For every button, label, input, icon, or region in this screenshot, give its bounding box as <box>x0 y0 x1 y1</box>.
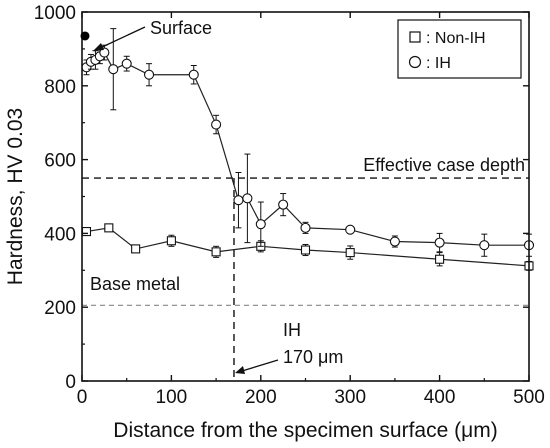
data-point-ih <box>144 69 155 80</box>
surface-arrow <box>99 26 146 49</box>
reference-lines <box>82 177 529 381</box>
data-point-non-ih <box>81 227 92 237</box>
data-point-non-ih <box>211 247 221 257</box>
data-point-ih <box>389 236 400 247</box>
data-point-ih <box>345 224 356 235</box>
x-tick-label: 500 <box>513 387 545 408</box>
data-point-non-ih <box>131 244 141 254</box>
data-point-ih <box>278 199 289 210</box>
x-tick-label: 100 <box>156 387 188 408</box>
data-point-ih <box>121 58 132 69</box>
y-tick-label: 0 <box>65 372 76 393</box>
data-point-ih <box>108 64 119 75</box>
surface-arrowhead <box>93 43 104 51</box>
legend-label-non-ih: : Non-IH <box>426 30 486 47</box>
legend-label-ih: : IH <box>426 55 451 72</box>
data-point-ih <box>255 219 266 230</box>
data-point-non-ih <box>300 245 311 255</box>
surface-label: Surface <box>150 18 212 38</box>
data-point-non-ih <box>166 236 176 246</box>
effective-case-depth-label: Effective case depth <box>363 155 525 175</box>
data-point-ih <box>479 240 490 251</box>
y-tick-label: 200 <box>44 298 76 319</box>
depth-arrow <box>241 359 279 372</box>
y-tick-label: 400 <box>44 224 76 245</box>
y-tick-label: 1000 <box>34 3 76 24</box>
series-line-ih <box>86 51 529 246</box>
annotation-layer: Surface Effective case depth Base metal … <box>80 18 525 374</box>
data-point-ih <box>211 119 222 130</box>
depth-170-label: 170 μm <box>283 347 343 367</box>
series-line-non-ih <box>86 227 530 267</box>
x-tick-label: 0 <box>77 387 88 408</box>
data-point-ih <box>242 193 253 204</box>
y-tick-label: 800 <box>44 77 76 98</box>
series-layer <box>81 28 535 271</box>
data-point-ih <box>300 222 311 233</box>
legend-marker-square <box>409 31 421 43</box>
data-point-non-ih <box>435 254 445 264</box>
x-tick-label: 400 <box>424 387 456 408</box>
x-axis-label: Distance from the specimen surface (μm) <box>113 419 497 442</box>
surface-point <box>80 31 90 41</box>
data-point-ih <box>99 47 110 58</box>
data-point-non-ih <box>104 223 114 233</box>
y-axis-label: Hardness, HV 0.03 <box>4 108 27 285</box>
base-metal-label: Base metal <box>90 274 180 294</box>
data-point-ih <box>188 69 199 80</box>
tick-layer: 0 100 200 300 400 500 0 200 400 600 800 1000 <box>34 3 545 408</box>
data-point-non-ih <box>345 248 355 258</box>
legend-box <box>397 19 522 79</box>
x-tick-label: 200 <box>245 387 277 408</box>
data-point-ih <box>434 237 445 248</box>
data-point-ih <box>233 195 244 206</box>
y-tick-label: 600 <box>44 151 76 172</box>
ih-label: IH <box>283 320 301 340</box>
depth-arrowhead <box>235 366 245 374</box>
legend: : Non-IH : IH <box>397 19 522 79</box>
legend-marker-circle <box>408 55 422 69</box>
x-tick-label: 300 <box>334 387 366 408</box>
